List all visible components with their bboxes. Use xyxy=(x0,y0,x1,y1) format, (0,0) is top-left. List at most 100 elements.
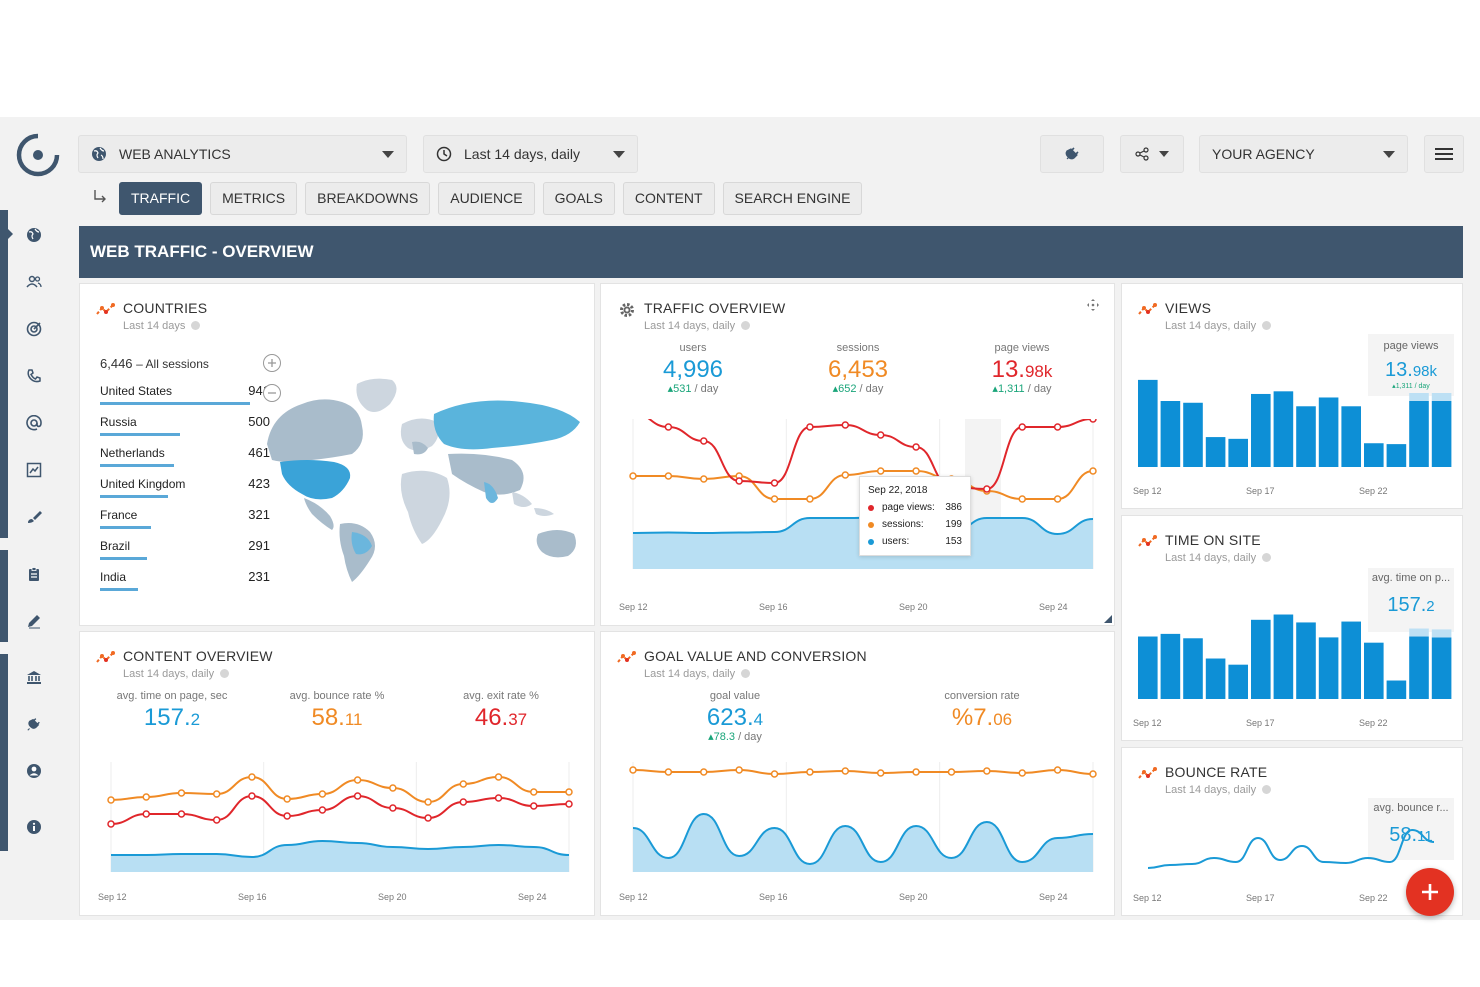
menu-button[interactable] xyxy=(1424,135,1464,173)
bar xyxy=(1318,397,1339,467)
info-dot-icon[interactable] xyxy=(1262,785,1272,794)
info-dot-icon[interactable] xyxy=(741,321,751,330)
bar xyxy=(1296,406,1316,467)
bar xyxy=(1205,658,1226,699)
info-dot-icon[interactable] xyxy=(191,321,201,330)
sidebar-item-tasks[interactable] xyxy=(24,564,44,584)
sidebar-item-finance[interactable] xyxy=(24,667,44,687)
bounce-point xyxy=(248,773,256,781)
axis-tick-label: Sep 22 xyxy=(1359,486,1388,496)
bounce-point xyxy=(530,788,538,796)
country-row[interactable]: France 321 xyxy=(100,507,270,529)
metric-value: 13.98k xyxy=(991,356,1053,383)
metric-label: avg. time on page, sec xyxy=(116,690,228,702)
sidebar-group-bar xyxy=(0,210,8,538)
legend-dot-icon xyxy=(868,504,874,511)
info-dot-icon[interactable] xyxy=(1262,321,1272,330)
conversion-point xyxy=(912,768,920,776)
info-dot-icon[interactable] xyxy=(741,669,751,678)
metric-value: 157.2 xyxy=(143,704,201,731)
agency-select[interactable]: YOUR AGENCY xyxy=(1199,135,1408,173)
country-row[interactable]: Russia 500 xyxy=(100,414,270,436)
tab-traffic[interactable]: TRAFFIC xyxy=(119,181,203,215)
sidebar-item-notes[interactable] xyxy=(24,611,44,631)
country-row[interactable]: Netherlands 461 xyxy=(100,445,270,467)
bounce-point xyxy=(318,790,327,798)
bar xyxy=(1273,391,1294,467)
info-dot-icon[interactable] xyxy=(220,669,230,678)
sidebar-item-calls[interactable] xyxy=(24,366,44,386)
traffic-overview-card: TRAFFIC OVERVIEW Last 14 days, daily use… xyxy=(600,283,1115,626)
exit-rate-point xyxy=(494,794,503,802)
logo-icon[interactable] xyxy=(16,133,60,177)
exit-rate-point xyxy=(389,804,397,812)
move-icon[interactable] xyxy=(1086,298,1100,312)
metric-label: avg. exit rate % xyxy=(463,690,539,702)
tab-metrics[interactable]: METRICS xyxy=(210,181,298,215)
clock-icon xyxy=(436,146,452,162)
sidebar-item-design[interactable] xyxy=(24,507,44,527)
sidebar-item-email[interactable] xyxy=(24,413,44,433)
bounce-line xyxy=(110,775,569,804)
bounce-rate-card: BOUNCE RATE Last 14 days, daily avg. bou… xyxy=(1121,747,1463,916)
conversion-point xyxy=(1018,769,1026,777)
bank-icon xyxy=(27,671,41,684)
sidebar-item-account[interactable] xyxy=(24,761,44,781)
info-dot-icon[interactable] xyxy=(1262,553,1272,562)
goal-line-chart[interactable] xyxy=(621,762,1101,892)
pageviews-point xyxy=(876,431,885,439)
bar xyxy=(1273,614,1294,699)
resize-handle-icon[interactable] xyxy=(1104,615,1112,623)
dashboard-select[interactable]: WEB ANALYTICS xyxy=(78,135,407,173)
trend-icon xyxy=(96,303,115,315)
sidebar-item-goals[interactable] xyxy=(24,319,44,339)
country-row[interactable]: Brazil 291 xyxy=(100,538,270,560)
add-widget-button[interactable] xyxy=(1406,868,1454,916)
country-name: India xyxy=(100,570,127,584)
views-bar-chart[interactable] xyxy=(1138,379,1454,471)
share-icon xyxy=(1135,147,1149,161)
tab-search-engine[interactable]: SEARCH ENGINE xyxy=(722,181,863,215)
date-range-select[interactable]: Last 14 days, daily xyxy=(423,135,638,173)
sidebar-item-info[interactable] xyxy=(24,817,44,837)
tab-content[interactable]: CONTENT xyxy=(622,181,715,215)
sidebar-group-bar xyxy=(0,550,8,642)
exit-rate-point xyxy=(318,806,327,814)
time-on-site-bar-chart[interactable] xyxy=(1138,611,1454,703)
world-map[interactable] xyxy=(262,374,588,584)
bounce-point xyxy=(353,776,362,784)
tab-goals[interactable]: GOALS xyxy=(542,181,615,215)
clipboard-icon xyxy=(29,567,39,581)
sessions-point xyxy=(1089,467,1097,475)
user-circle-icon xyxy=(27,764,41,778)
sidebar-item-integrations[interactable] xyxy=(24,714,44,734)
gear-icon[interactable] xyxy=(618,301,636,319)
exit-rate-point xyxy=(565,800,573,808)
bounce-line-chart[interactable] xyxy=(1142,818,1442,893)
country-value: 500 xyxy=(248,414,270,429)
sidebar-item-reports[interactable] xyxy=(24,460,44,480)
metric-value: 46.37 xyxy=(474,704,528,731)
sidebar-item-audience[interactable] xyxy=(24,272,44,292)
card-title: VIEWS xyxy=(1165,300,1212,316)
country-row[interactable]: United States 941 xyxy=(100,383,270,405)
country-row[interactable]: United Kingdom 423 xyxy=(100,476,270,498)
content-line-chart[interactable] xyxy=(100,762,580,892)
tab-breakdowns[interactable]: BREAKDOWNS xyxy=(305,181,431,215)
zoom-in-icon[interactable] xyxy=(262,353,282,373)
globe-icon xyxy=(91,146,107,162)
integrations-button[interactable] xyxy=(1040,135,1104,173)
time-on-page-line xyxy=(111,839,570,859)
axis-tick-label: Sep 17 xyxy=(1246,718,1275,728)
bar-highlight xyxy=(1431,393,1452,401)
share-button[interactable] xyxy=(1120,135,1184,173)
plug-icon xyxy=(1065,147,1079,160)
exit-rate-point xyxy=(530,802,538,810)
country-name: Netherlands xyxy=(100,446,165,460)
tab-audience[interactable]: AUDIENCE xyxy=(438,181,535,215)
summary-label: avg. bounce r... xyxy=(1373,802,1449,814)
sidebar-item-traffic[interactable] xyxy=(24,225,44,245)
zoom-out-icon[interactable] xyxy=(262,383,282,403)
country-row[interactable]: India 231 xyxy=(100,569,270,591)
bar xyxy=(1138,379,1158,467)
